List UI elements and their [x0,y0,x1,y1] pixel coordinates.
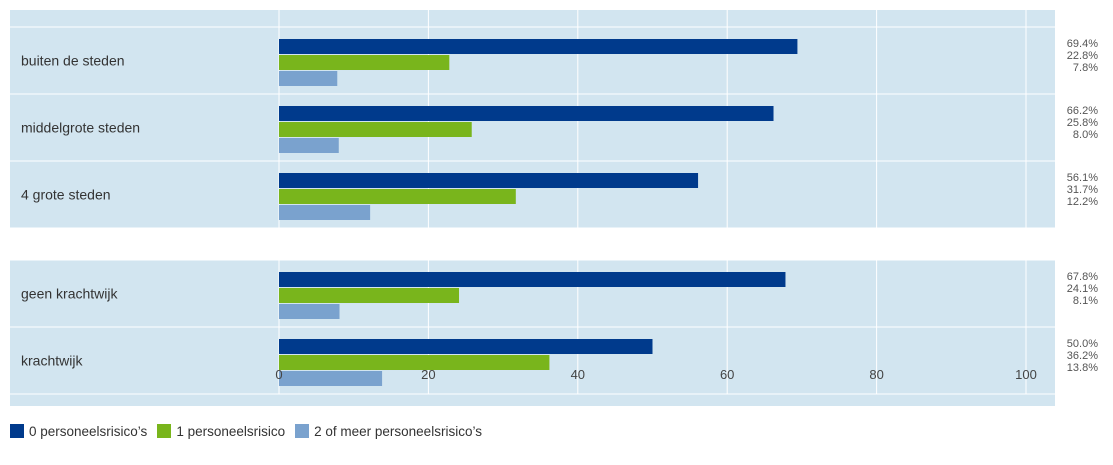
bar [279,39,798,54]
legend-item: 0 personeelsrisico’s [10,424,147,439]
value-label: 24.1% [1067,283,1098,295]
bar [279,288,460,303]
bar [279,355,550,370]
legend-swatch [157,424,172,438]
value-label: 31.7% [1067,184,1098,196]
legend-item: 1 personeelsrisico [157,424,285,439]
category-label: buiten de steden [21,53,125,69]
category-label: middelgrote steden [21,120,140,136]
x-tick-label: 0 [275,367,282,382]
bar [279,371,383,386]
legend-label: 1 personeelsrisico [176,423,286,439]
legend-swatch [295,424,310,438]
x-axis-ticks: 0 20 40 60 80 100 [275,367,1036,382]
value-label: 7.8% [1073,62,1098,74]
value-label: 8.1% [1073,295,1098,307]
bar [279,189,516,204]
x-tick-label: 80 [869,367,883,382]
legend-label: 0 personeelsrisico’s [29,423,148,439]
bars [279,39,798,386]
value-label: 8.0% [1073,129,1098,141]
bar [279,106,774,121]
value-label: 69.4% [1067,38,1098,50]
category-label: 4 grote steden [21,187,111,203]
bar [279,272,786,287]
value-label: 66.2% [1067,105,1098,117]
value-label: 13.8% [1067,362,1098,374]
value-label: 50.0% [1067,338,1098,350]
value-label: 56.1% [1067,172,1098,184]
bar [279,339,653,354]
legend-swatch [10,424,24,438]
x-tick-label: 40 [571,367,585,382]
legend: 0 personeelsrisico’s 1 personeelsrisico 2 … [10,421,492,441]
category-labels: buiten de steden middelgrote steden 4 grot… [21,53,140,369]
bar [279,55,450,70]
value-label: 36.2% [1067,350,1098,362]
x-tick-label: 100 [1015,367,1037,382]
bar [279,122,472,137]
legend-item: 2 of meer personeelsrisico’s [295,424,482,439]
category-label: krachtwijk [21,353,83,369]
value-label: 25.8% [1067,117,1098,129]
bar [279,205,371,220]
value-labels: 69.4%22.8%7.8% 66.2%25.8%8.0% 56.1%31.7%12… [1067,38,1098,374]
x-tick-label: 20 [421,367,435,382]
bar [279,304,340,319]
bar [279,138,339,153]
x-tick-label: 60 [720,367,734,382]
value-label: 12.2% [1067,196,1098,208]
value-label: 22.8% [1067,50,1098,62]
legend-label: 2 of meer personeelsrisico’s [314,423,482,439]
grid-lines [10,10,1055,395]
category-label: geen krachtwijk [21,286,118,302]
bar [279,71,338,86]
value-label: 67.8% [1067,271,1098,283]
bar [279,173,699,188]
